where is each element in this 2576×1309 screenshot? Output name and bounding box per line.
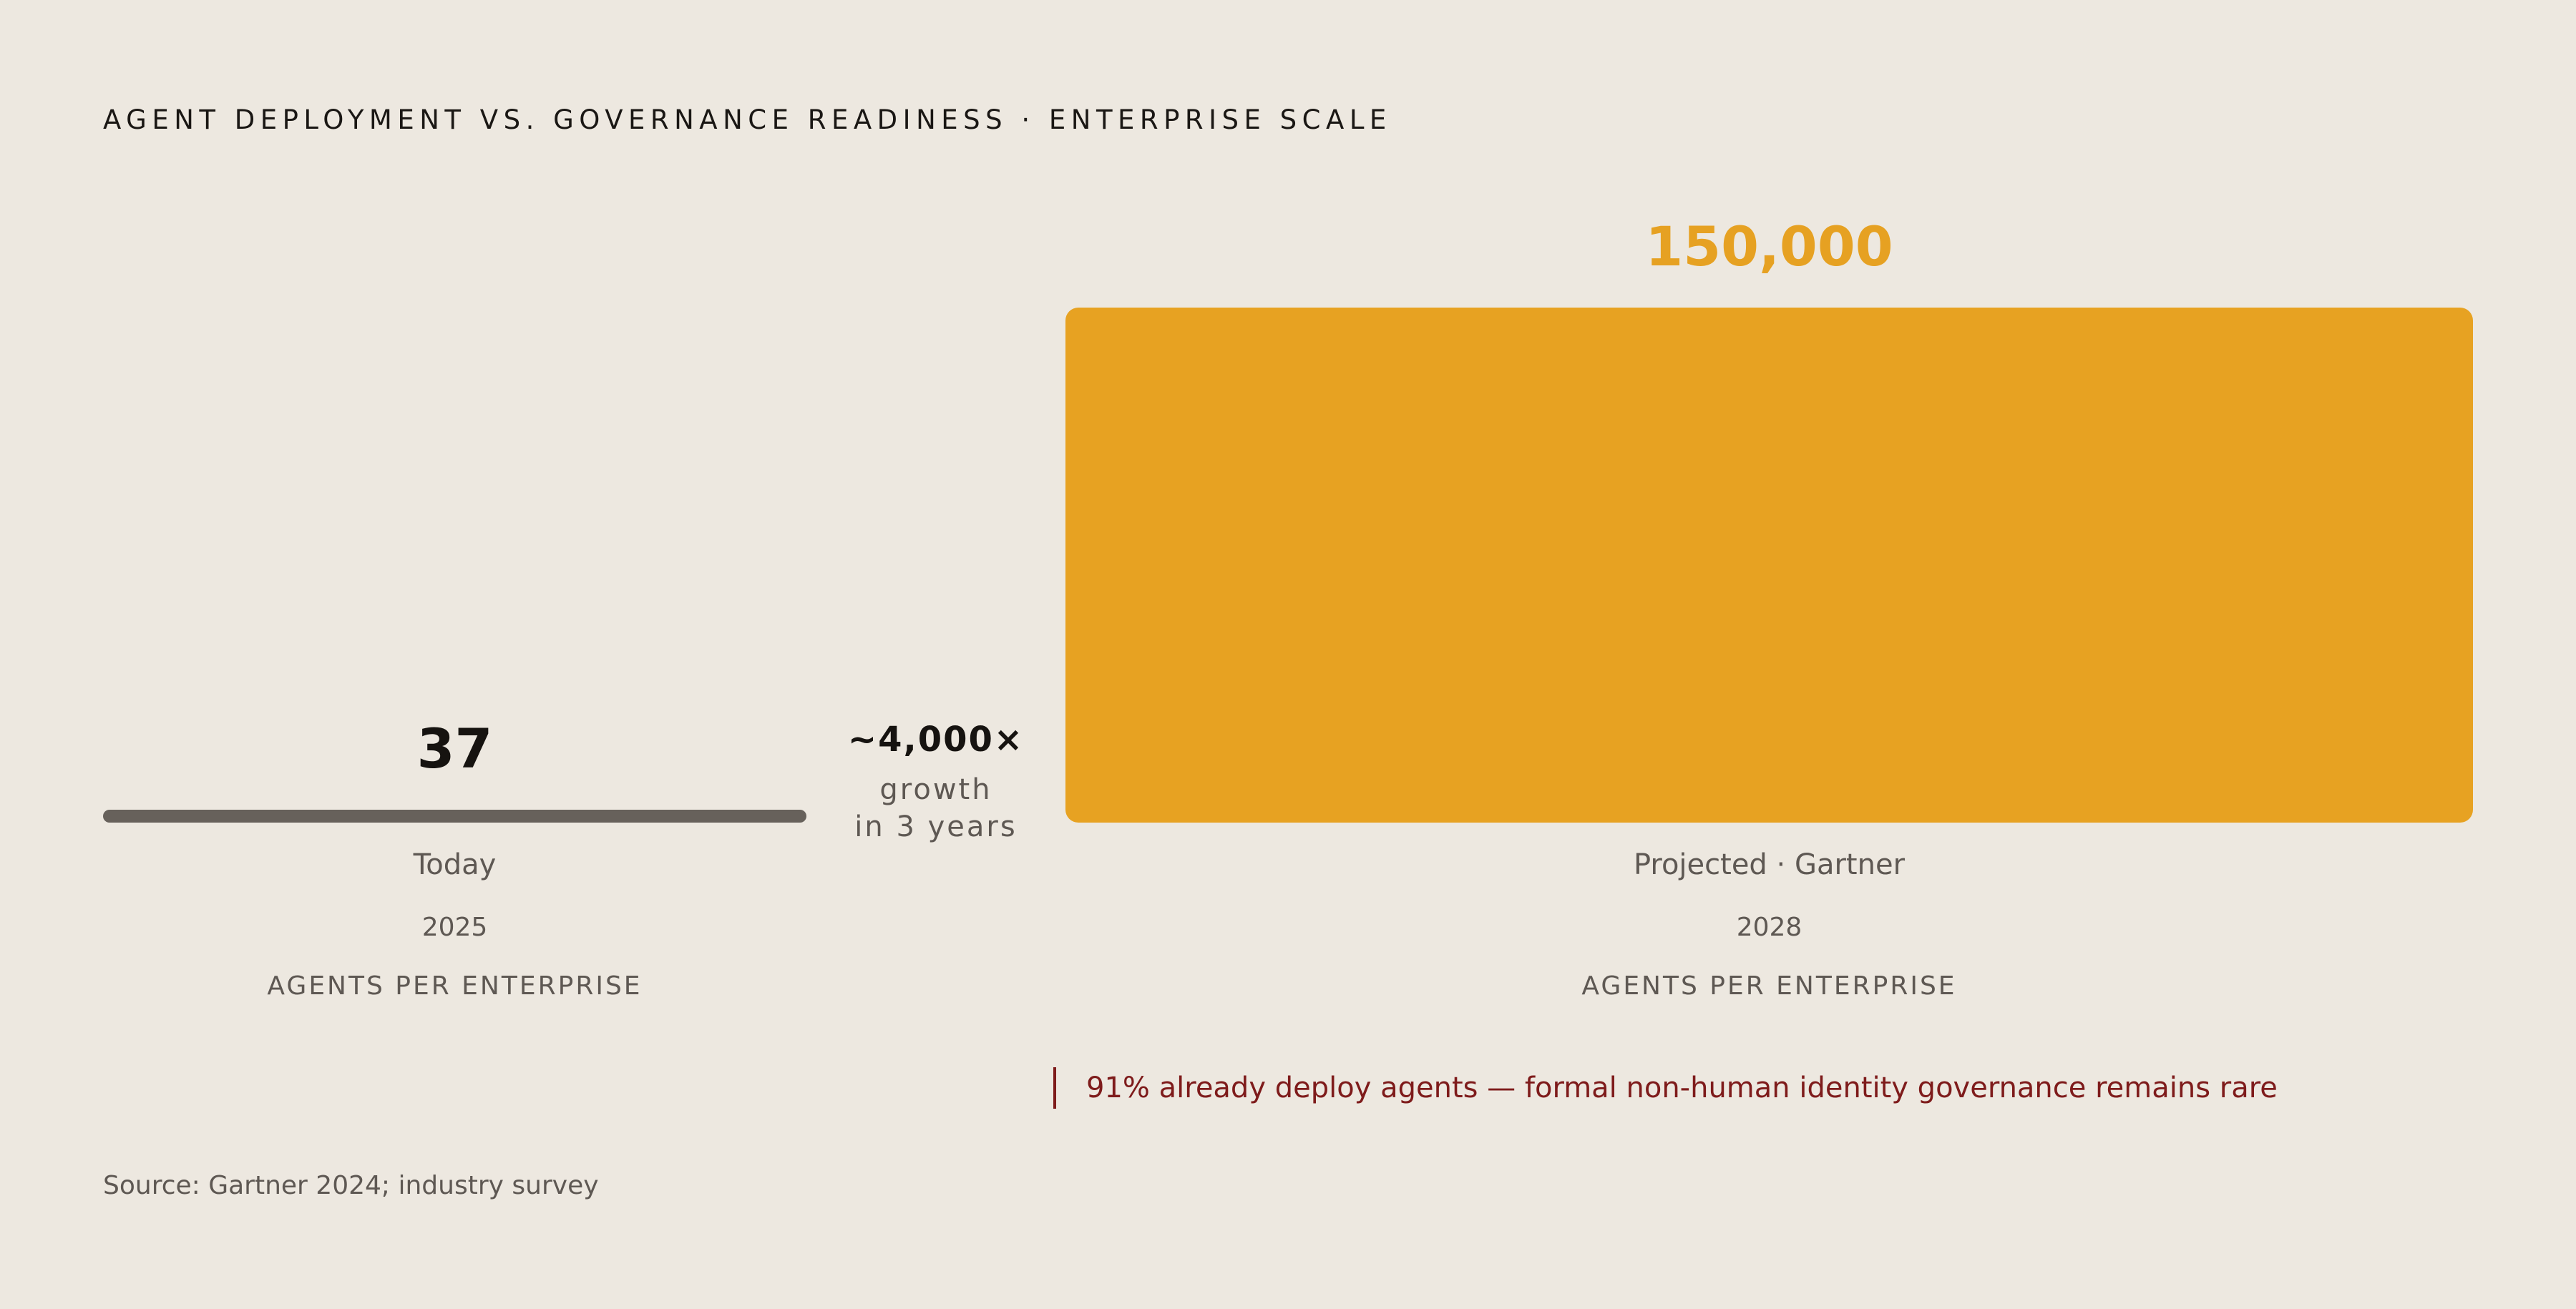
growth-caption-line-2: in 3 years: [854, 810, 1018, 843]
callout-accent-rule: [1053, 1067, 1056, 1109]
value-label-today: 37: [416, 717, 493, 780]
unit-label-projected: AGENTS PER ENTERPRISE: [1581, 971, 1957, 1001]
bar-projected: [1065, 308, 2473, 823]
category-label-projected: Projected · Gartner: [1633, 848, 1906, 881]
growth-caption-line-1: growth: [879, 773, 992, 806]
value-label-projected: 150,000: [1645, 215, 1893, 278]
category-label-today: Today: [413, 848, 497, 881]
bar-today: [103, 810, 806, 823]
source-note: Source: Gartner 2024; industry survey: [103, 1171, 599, 1200]
chart-title: AGENT DEPLOYMENT VS. GOVERNANCE READINES…: [103, 104, 1392, 135]
year-label-today: 2025: [421, 913, 488, 942]
governance-callout: 91% already deploy agents — formal non-h…: [1086, 1072, 2278, 1104]
year-label-projected: 2028: [1736, 913, 1802, 942]
unit-label-today: AGENTS PER ENTERPRISE: [267, 971, 643, 1001]
growth-multiplier: ~4,000×: [847, 720, 1025, 760]
